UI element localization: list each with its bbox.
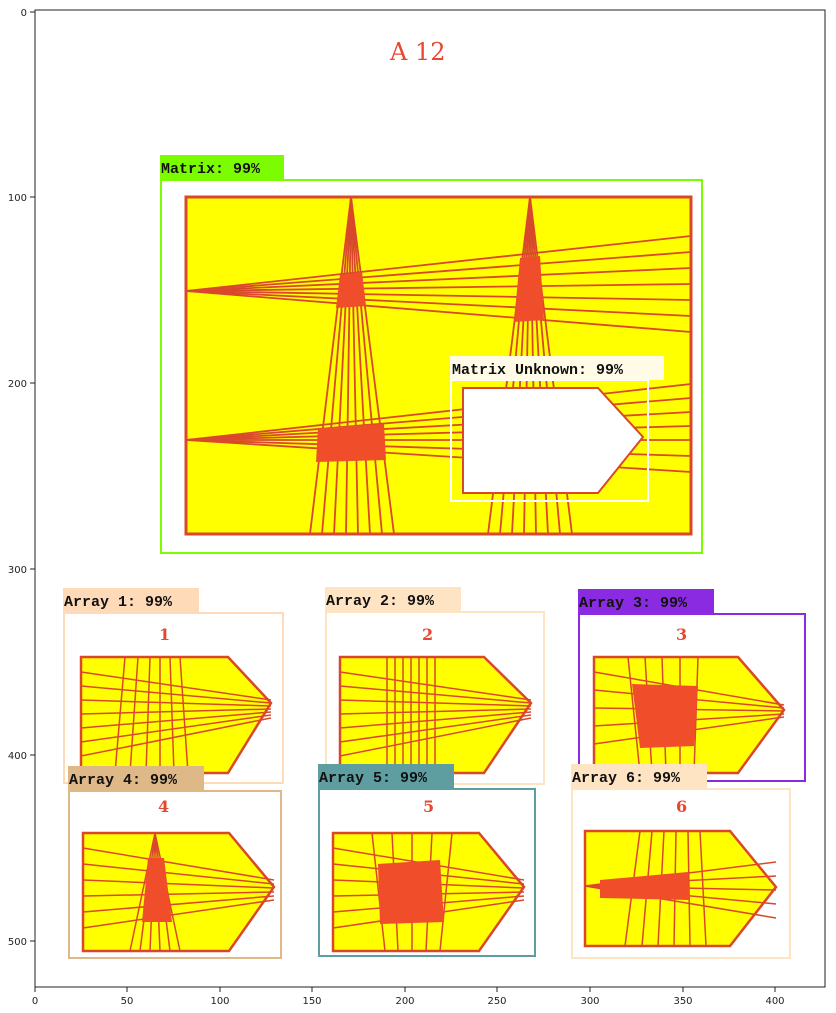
- array-4-image: [81, 831, 276, 953]
- array-5-label: Array 5: 99%: [319, 770, 428, 787]
- array-3-number: 3: [676, 625, 687, 644]
- matrix-unknown-label: Matrix Unknown: 99%: [452, 362, 624, 379]
- array-5-number: 5: [423, 797, 434, 816]
- array-6-label: Array 6: 99%: [572, 770, 681, 787]
- array-1-label-bg: [63, 588, 199, 612]
- x-tick-label: 200: [395, 996, 414, 1007]
- array-1-image: [79, 655, 273, 775]
- y-tick-label: 100: [8, 193, 27, 204]
- array-4-box: [68, 790, 282, 959]
- matrix-label-bg: [160, 155, 284, 179]
- matrix-box: [160, 179, 703, 554]
- axis-ticks: [30, 11, 776, 992]
- x-tick-label: 0: [32, 996, 38, 1007]
- x-tick-label: 400: [765, 996, 784, 1007]
- y-tick-label: 0: [21, 8, 27, 19]
- x-tick-label: 50: [121, 996, 134, 1007]
- y-tick-label: 300: [8, 565, 27, 576]
- array-4-number: 4: [158, 797, 169, 816]
- array-5-box: [318, 788, 536, 957]
- array-1-number: 1: [159, 625, 170, 644]
- x-tick-label: 100: [210, 996, 229, 1007]
- x-tick-label: 300: [580, 996, 599, 1007]
- x-tick-label: 350: [673, 996, 692, 1007]
- matrix-label: Matrix: 99%: [161, 161, 261, 178]
- array-3-image: [592, 655, 786, 775]
- array-5-image: [331, 831, 526, 953]
- array-6-box: [571, 788, 791, 959]
- array-4-label-bg: [68, 766, 204, 790]
- y-tick-label: 400: [8, 751, 27, 762]
- array-2-label-bg: [325, 587, 461, 611]
- y-tick-label: 200: [8, 379, 27, 390]
- array-1-label: Array 1: 99%: [64, 594, 173, 611]
- array-6-label-bg: [571, 764, 707, 788]
- array-3-label-bg: [578, 589, 714, 613]
- array-6-image: [583, 829, 778, 948]
- array-6-number: 6: [676, 797, 687, 816]
- matrix-unknown-label-bg: [450, 356, 664, 380]
- page-title: A 12: [389, 38, 446, 66]
- array-2-image: [338, 655, 533, 775]
- x-tick-label: 150: [302, 996, 321, 1007]
- array-3-label: Array 3: 99%: [579, 595, 688, 612]
- array-2-label: Array 2: 99%: [326, 593, 435, 610]
- matrix-image: [184, 195, 693, 536]
- array-4-label: Array 4: 99%: [69, 772, 178, 789]
- y-tick-label: 500: [8, 937, 27, 948]
- array-5-label-bg: [318, 764, 454, 788]
- array-2-number: 2: [422, 625, 433, 644]
- x-tick-label: 250: [487, 996, 506, 1007]
